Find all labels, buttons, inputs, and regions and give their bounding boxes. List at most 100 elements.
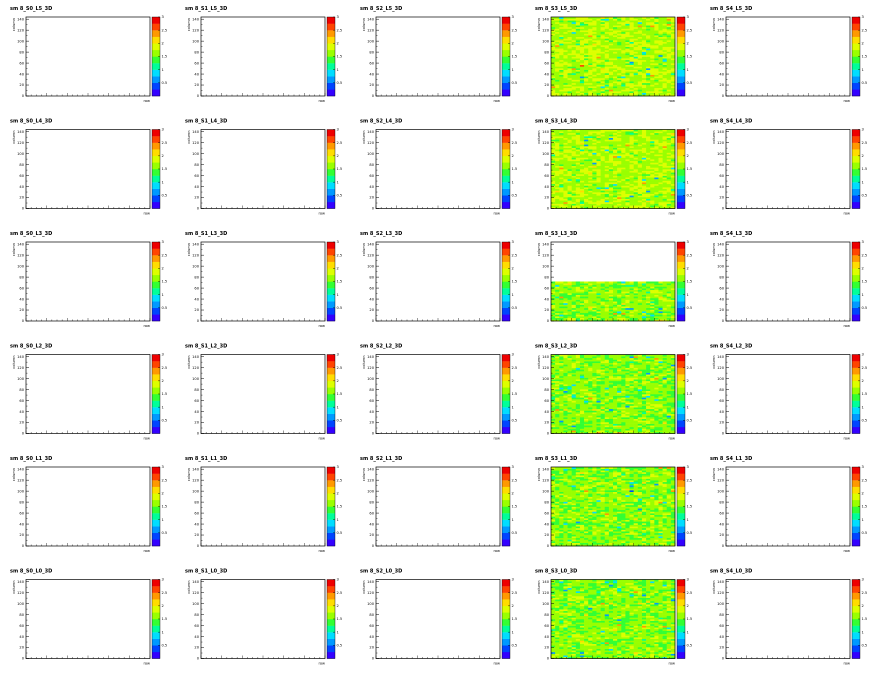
heat-cell (584, 46, 589, 49)
heat-cell (625, 49, 630, 52)
heat-cell (650, 20, 655, 23)
heat-cells (551, 281, 676, 322)
heat-cell (670, 68, 676, 70)
plot-frame (200, 354, 326, 434)
heat-cell (658, 59, 663, 62)
colorbar-tick-label: 0.5 (862, 81, 868, 85)
heat-cell (621, 56, 626, 59)
heat-cell (641, 38, 647, 41)
heat-cell (604, 201, 610, 204)
heat-cell (633, 51, 639, 54)
colorbar-segment (677, 56, 685, 64)
heat-cell (641, 188, 647, 191)
y-tick-label: 80 (19, 163, 24, 167)
y-tick-label: 20 (369, 83, 374, 87)
y-tick-label: 120 (717, 253, 725, 257)
y-tick-label: 100 (17, 39, 25, 43)
heat-cell (670, 89, 676, 92)
heat-cell (662, 81, 668, 84)
heat-cell (567, 84, 572, 87)
heat-cell (662, 46, 668, 49)
heat-cell (584, 61, 589, 64)
heat-cell (621, 17, 626, 19)
heat-cell (551, 51, 556, 54)
heat-cell (670, 196, 676, 199)
heat-cell (654, 188, 659, 191)
heat-cell (629, 68, 634, 70)
heat-cell (571, 193, 577, 196)
heat-cell (588, 180, 593, 183)
heat-cell (666, 92, 672, 95)
y-axis-title: column (12, 356, 16, 369)
heat-cell (571, 183, 577, 186)
heat-cell (613, 40, 618, 42)
colorbar-tick-label: 3 (162, 240, 164, 244)
heat-cell (596, 72, 601, 75)
heat-cell (600, 180, 606, 183)
heat-cell (650, 23, 655, 26)
heat-cell (600, 56, 606, 59)
plot-frame (200, 129, 326, 209)
heat-cell (567, 33, 572, 36)
heat-cell (559, 18, 564, 21)
heat-cell (617, 58, 622, 61)
y-tick-label: 140 (192, 355, 200, 359)
y-tick-label: 0 (547, 94, 550, 98)
heat-cell (666, 87, 672, 90)
heat-cell (563, 188, 568, 191)
heat-cell (637, 35, 643, 38)
heat-cell (571, 198, 577, 201)
colorbar-tick-label: 2.5 (337, 28, 343, 32)
heat-cell (621, 20, 626, 23)
heat-cell (641, 81, 647, 84)
heat-cell (579, 201, 585, 204)
colorbar-tick-label: 3 (687, 128, 689, 132)
heat-cell (617, 92, 622, 95)
x-axis-title: row (493, 324, 500, 328)
heat-cell (579, 87, 585, 90)
heat-cell (613, 281, 618, 284)
heat-cell (662, 63, 668, 66)
heat-cell (555, 205, 560, 208)
heat-cell (579, 38, 585, 41)
heat-cell (646, 40, 651, 42)
heat-cell (579, 200, 585, 203)
heat-cell (662, 187, 668, 190)
heat-cell (650, 54, 655, 57)
heat-cell (551, 193, 556, 196)
heat-cell (588, 31, 593, 34)
heat-cell (592, 30, 597, 33)
heat-cell (588, 203, 593, 206)
heat-cell (613, 180, 618, 183)
heat-cell (650, 87, 655, 90)
heat-cell (575, 183, 581, 186)
heat-cell (617, 79, 622, 82)
heat-cell (579, 33, 585, 36)
heat-cell (637, 84, 643, 87)
heat-cell (563, 30, 568, 33)
heat-cell (633, 182, 639, 185)
heat-cell (551, 71, 556, 74)
heat-cell (575, 59, 581, 62)
heat-cell (579, 21, 585, 24)
heat-cell (571, 92, 577, 95)
heat-cell (555, 64, 560, 67)
heat-cell (608, 86, 614, 89)
heat-cell (650, 94, 655, 97)
colorbar-tick-label: 2 (687, 154, 689, 158)
y-tick-label: 80 (19, 275, 24, 279)
heat-cell (641, 72, 647, 75)
heat-cell (592, 84, 597, 87)
heat-cell (625, 59, 630, 62)
heat-cell (658, 205, 663, 208)
heat-cell (633, 206, 639, 209)
heat-cell (617, 84, 622, 87)
y-tick-label: 0 (22, 94, 25, 98)
heat-cell (608, 28, 614, 31)
heat-cell (658, 56, 663, 59)
y-tick-label: 80 (369, 163, 374, 167)
heat-cell (650, 86, 655, 89)
y-axis-title: column (362, 243, 366, 256)
y-tick-label: 100 (192, 152, 200, 156)
heat-cell (575, 188, 581, 191)
